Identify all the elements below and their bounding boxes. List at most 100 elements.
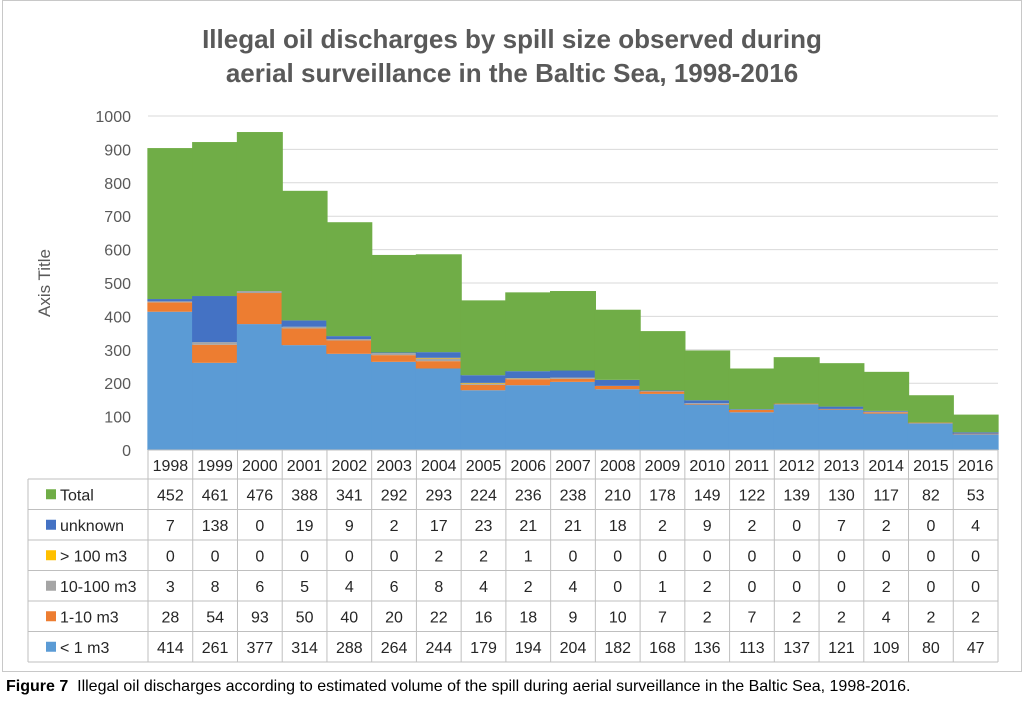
data-table-value: 0 — [837, 548, 846, 565]
data-table-value: 9 — [569, 609, 578, 626]
bar-segment — [281, 190, 328, 321]
data-table-value: 19 — [296, 518, 314, 535]
data-table-value: 0 — [882, 548, 891, 565]
data-table-value: 130 — [828, 487, 855, 504]
data-table-value: 109 — [873, 640, 900, 657]
data-table-value: 2 — [882, 518, 891, 535]
data-table-value: 0 — [345, 548, 354, 565]
data-table-value: 2 — [479, 548, 488, 565]
bar-segment — [550, 378, 596, 382]
bar-segment — [773, 357, 820, 404]
data-table-value: 2 — [658, 518, 667, 535]
chart-title-line-1: Illegal oil discharges by spill size obs… — [202, 24, 822, 54]
x-category-label: 2010 — [689, 458, 725, 475]
data-table-value: 122 — [739, 487, 766, 504]
data-table-value: 0 — [792, 518, 801, 535]
bar-segment — [281, 345, 328, 450]
data-table-value: 2 — [390, 518, 399, 535]
y-axis-title: Axis Title — [35, 249, 54, 317]
data-table-value: 3 — [166, 579, 175, 596]
bar-segment — [147, 299, 194, 302]
data-table-value: 461 — [202, 487, 229, 504]
x-category-label: 2013 — [824, 458, 860, 475]
data-table-value: 1 — [524, 548, 533, 565]
bar-segment — [684, 400, 731, 404]
data-table-value: 6 — [255, 579, 264, 596]
data-table-value: 0 — [792, 579, 801, 596]
data-table-value: 476 — [246, 487, 273, 504]
data-table-value: 0 — [703, 548, 712, 565]
data-table-value: 9 — [703, 518, 712, 535]
data-table-value: 0 — [926, 518, 935, 535]
y-tick-label: 400 — [104, 309, 131, 326]
data-table-value: 0 — [926, 579, 935, 596]
bar-segment — [550, 370, 596, 378]
y-tick-label: 300 — [104, 343, 131, 360]
x-category-label: 2001 — [287, 458, 323, 475]
bar-segment — [952, 434, 999, 450]
bar-segment — [728, 412, 775, 450]
bar-segment — [326, 353, 373, 450]
x-category-label: 2012 — [779, 458, 815, 475]
bar-segment — [550, 377, 596, 379]
bar-segment — [281, 320, 328, 327]
data-table-value: 23 — [475, 518, 493, 535]
bar-segment — [818, 409, 865, 450]
bar-segment — [550, 291, 596, 371]
bar-segment — [236, 293, 283, 325]
bar-segment — [952, 432, 999, 434]
data-table-value: 0 — [255, 548, 264, 565]
bar-segment — [147, 301, 194, 303]
data-table-value: 8 — [211, 579, 220, 596]
x-category-label: 2005 — [466, 458, 502, 475]
data-table-value: 4 — [569, 579, 578, 596]
chart-title-line-2: aerial surveillance in the Baltic Sea, 1… — [225, 58, 799, 88]
bar-segment — [192, 296, 239, 343]
bar-segment — [818, 363, 865, 407]
bar-segment — [863, 371, 910, 411]
data-table-value: 264 — [381, 640, 408, 657]
data-table-value: 22 — [430, 609, 448, 626]
data-table-value: 292 — [381, 487, 408, 504]
bar-segment — [863, 411, 910, 413]
data-table-value: 93 — [251, 609, 269, 626]
data-table-value: 168 — [649, 640, 676, 657]
legend-key — [46, 519, 56, 530]
data-table-value: 0 — [971, 579, 980, 596]
data-table-value: 4 — [345, 579, 354, 596]
bar-segment — [192, 142, 239, 297]
data-table-value: 182 — [604, 640, 631, 657]
bar-segment — [192, 344, 239, 363]
bar-segment — [505, 378, 552, 380]
data-table-value: 7 — [166, 518, 175, 535]
data-table-value: 54 — [206, 609, 224, 626]
data-table-value: 149 — [694, 487, 721, 504]
data-table-value: 17 — [430, 518, 448, 535]
data-table-value: 8 — [434, 579, 443, 596]
bar-segment — [907, 423, 954, 450]
x-category-label: 2003 — [376, 458, 412, 475]
bar-segment — [460, 300, 507, 376]
bar-segment — [907, 422, 954, 424]
bar-segment — [684, 403, 731, 405]
y-tick-label: 600 — [104, 243, 131, 260]
data-table-value: 204 — [560, 640, 587, 657]
bar-segment — [773, 404, 820, 450]
data-table-value: 137 — [783, 640, 810, 657]
bar-segment — [863, 412, 910, 414]
data-table-value: 244 — [425, 640, 452, 657]
bar-segment — [505, 385, 552, 450]
data-table-value: 5 — [300, 579, 309, 596]
x-category-label: 2006 — [510, 458, 546, 475]
data-table-value: 50 — [296, 609, 314, 626]
data-table-value: 2 — [703, 579, 712, 596]
data-table-value: 47 — [967, 640, 985, 657]
x-category-label: 1999 — [197, 458, 233, 475]
data-table-value: 10 — [609, 609, 627, 626]
data-table-value: 293 — [425, 487, 452, 504]
legend-label: 10-100 m3 — [60, 579, 137, 596]
data-table-value: 139 — [783, 487, 810, 504]
legend-key — [46, 641, 56, 652]
bar-segment — [371, 352, 418, 354]
